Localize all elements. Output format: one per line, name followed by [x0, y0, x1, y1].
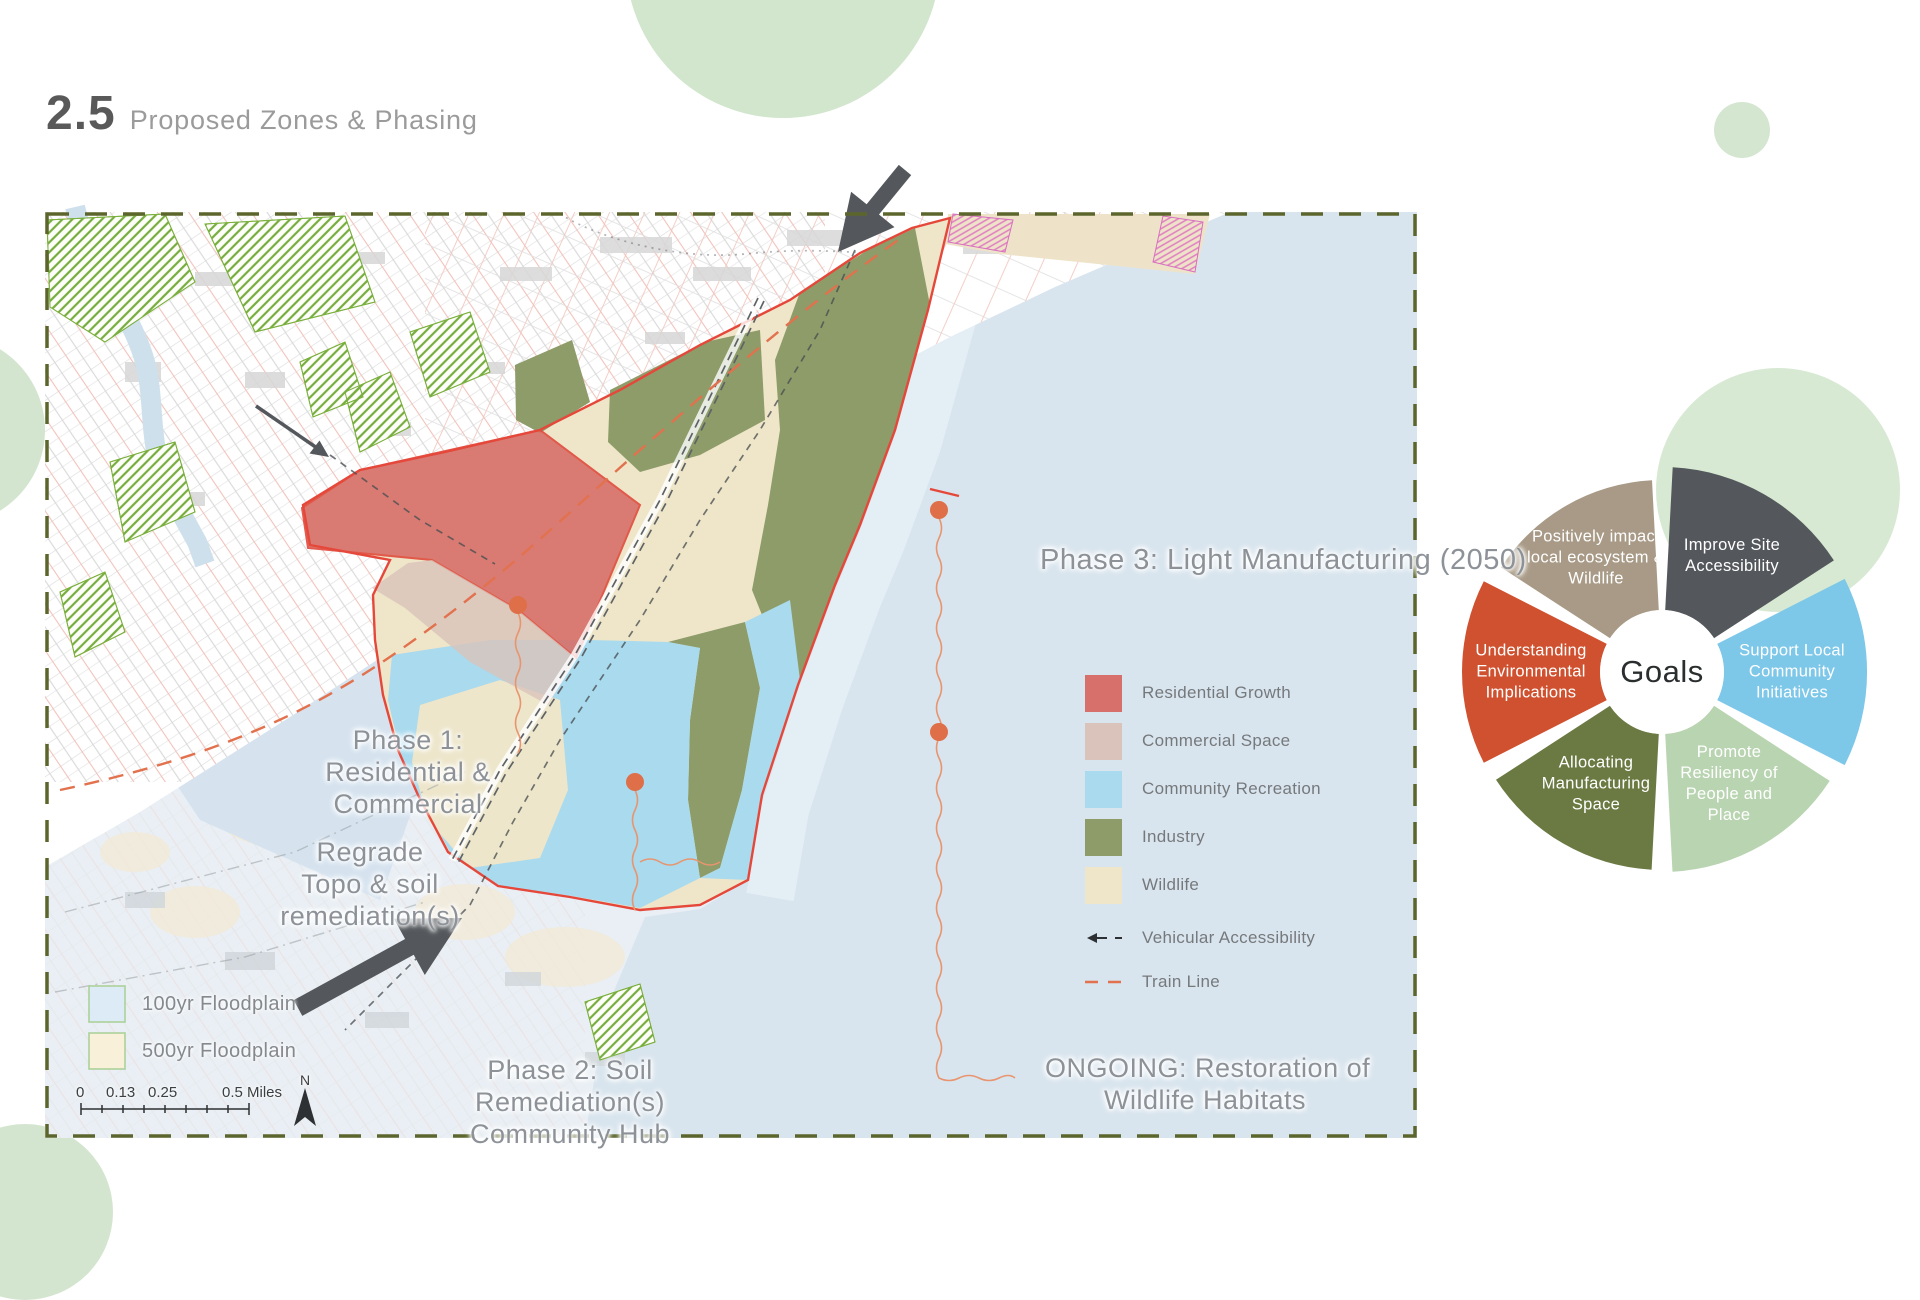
label-regrade: Regrade Topo & soil remediation(s): [280, 837, 460, 931]
commercial-swatch: [1085, 722, 1122, 760]
annotation-leaders: [514, 517, 1016, 1082]
decor-circle-bottomleft: [0, 1124, 113, 1300]
wildlife-swatch: [1085, 866, 1122, 904]
site-map: [45, 164, 1417, 1138]
recreation-swatch: [1085, 770, 1122, 808]
goal-label-improve: Improve Site Accessibility: [1683, 535, 1781, 575]
label-phase1: Phase 1: Residential & Commercial: [325, 725, 491, 819]
decor-circle-left: [0, 335, 45, 525]
arrow-left: [255, 404, 329, 457]
goals-wheel: [1462, 467, 1868, 872]
section-title: Proposed Zones & Phasing: [129, 105, 478, 135]
goal-segment-promote: [1665, 705, 1830, 872]
page-title: 2.5 Proposed Zones & Phasing: [46, 86, 478, 141]
goal-segment-allocating: [1496, 705, 1659, 870]
industry-swatch: [1085, 818, 1122, 856]
zone-industry: [515, 228, 930, 878]
legend-row-vehicular: Vehicular Accessibility: [1085, 923, 1321, 953]
zone-legend: Residential Growth Commercial Space Comm…: [1085, 669, 1321, 997]
goal-label-support: Support Local Community Initiatives: [1739, 641, 1845, 702]
label-ongoing: ONGOING: Restoration of Wildlife Habitat…: [1045, 1053, 1371, 1115]
north-arrow-icon: [294, 1088, 316, 1126]
pier-mark: [929, 487, 960, 498]
residential-swatch: [1085, 674, 1122, 712]
scale-bar-line: [80, 1103, 250, 1115]
legend-row-train: Train Line: [1085, 967, 1321, 997]
legend-row-recreation: Community Recreation: [1085, 765, 1321, 813]
pink-hatch-areas: [947, 213, 1204, 273]
floodplain-100yr-swatch: [88, 985, 126, 1023]
arrow-bottom: [293, 918, 462, 1016]
map-border: [45, 212, 1417, 1138]
train-line-icon: [1085, 980, 1122, 984]
goal-segment-support: [1717, 578, 1868, 766]
goal-label-understanding: Understanding Environmental Implications: [1475, 641, 1587, 702]
legend-row-commercial: Commercial Space: [1085, 717, 1321, 765]
goals-center-label: Goals: [1620, 654, 1704, 689]
section-number: 2.5: [46, 87, 116, 140]
label-phase3: Phase 3: Light Manufacturing (2050): [1040, 544, 1527, 576]
access-arrows: [255, 164, 912, 1016]
flooded-buildings: [125, 892, 625, 1066]
legend-row-industry: Industry: [1085, 813, 1321, 861]
parks: [46, 213, 656, 1061]
decor-circle-topright: [1714, 102, 1770, 158]
north-label: N: [300, 1072, 311, 1088]
floodplain-100yr: 100yr Floodplain: [88, 985, 296, 1023]
vehicular-arrow-icon: [1087, 933, 1122, 943]
train-line: [59, 234, 906, 792]
sea: [585, 212, 1417, 1138]
zone-commercial: [372, 560, 576, 705]
map-canvas: [45, 164, 1417, 1138]
legend-row-residential: Residential Growth: [1085, 669, 1321, 717]
goal-segment-understanding: [1462, 581, 1607, 763]
goal-label-allocating: Allocating Manufacturing Space: [1541, 753, 1651, 814]
goals-center-circle: [1600, 610, 1724, 734]
site-boundary: [301, 216, 952, 912]
arrow-top: [838, 164, 912, 252]
decor-circle-top: [626, 0, 940, 118]
floodplain-500yr: 500yr Floodplain: [88, 1032, 296, 1070]
goal-segment-improve: [1665, 467, 1834, 639]
goal-label-positively: Positively impact local ecosystem & Wild…: [1526, 527, 1666, 588]
goal-segment-positively: [1501, 480, 1659, 639]
label-phase2: Phase 2: Soil Remediation(s) Community H…: [469, 1055, 671, 1149]
floodplain-500yr-swatch: [88, 1032, 126, 1070]
goal-label-promote: Promote Resiliency of People and Place: [1680, 742, 1778, 825]
annotation-dots: [509, 501, 948, 791]
railroad-line: [448, 296, 765, 864]
vehicular-routes: [54, 213, 858, 1031]
legend-row-wildlife: Wildlife: [1085, 861, 1321, 909]
